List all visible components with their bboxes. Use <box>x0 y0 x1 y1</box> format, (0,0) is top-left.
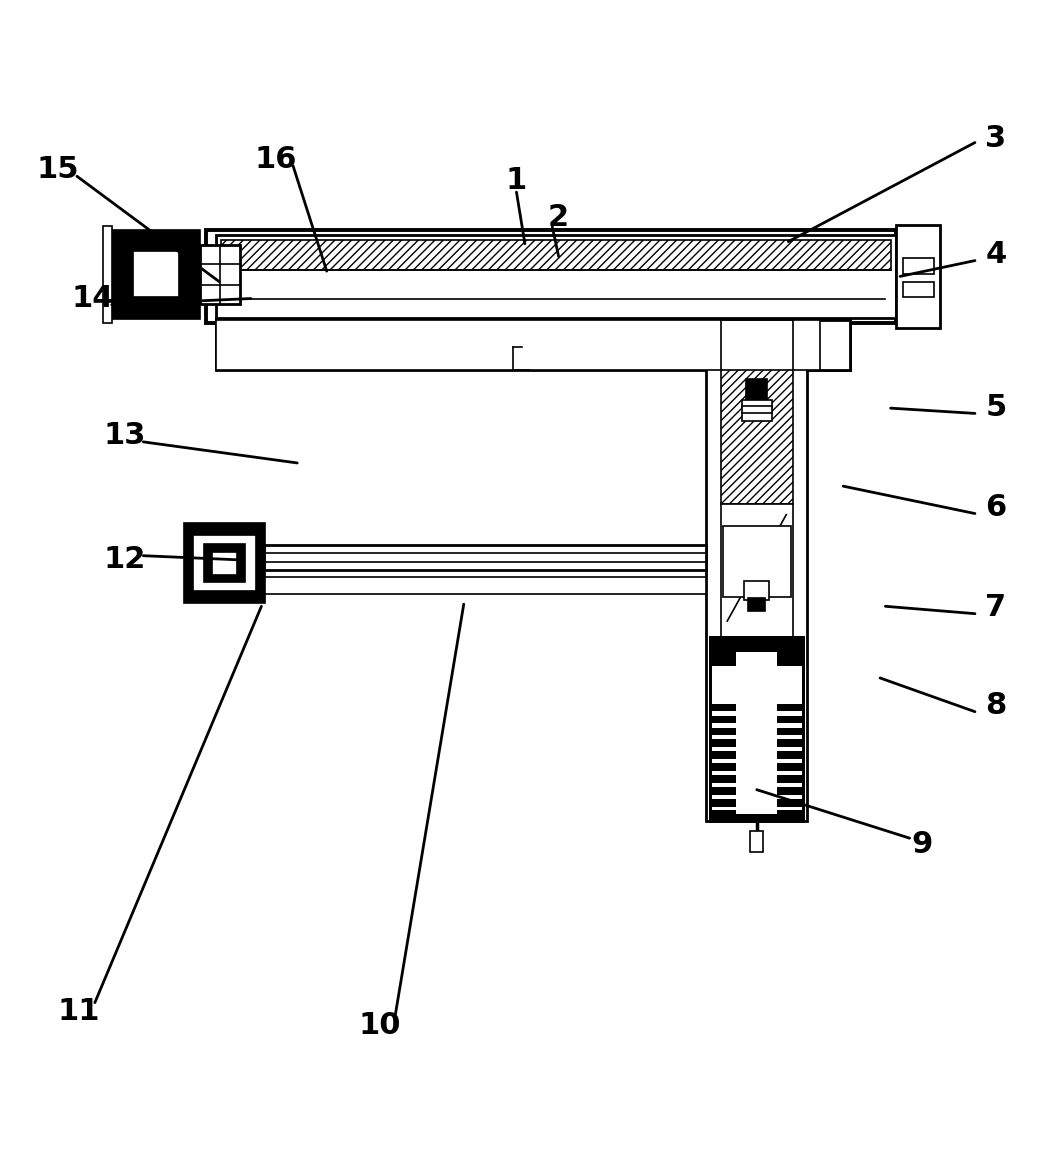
Bar <box>746 379 767 402</box>
Bar <box>710 704 803 711</box>
Text: 11: 11 <box>58 997 100 1026</box>
Bar <box>737 652 777 813</box>
Bar <box>250 576 706 594</box>
Bar <box>750 831 763 852</box>
Text: 16: 16 <box>255 145 297 174</box>
Bar <box>710 810 803 822</box>
Bar <box>807 320 850 371</box>
Bar <box>206 230 896 323</box>
Bar <box>133 251 179 297</box>
Text: 4: 4 <box>985 239 1007 268</box>
Text: 15: 15 <box>37 156 79 185</box>
Bar <box>710 798 803 806</box>
Bar <box>200 245 240 303</box>
Bar <box>744 581 769 600</box>
Bar <box>742 400 772 408</box>
Text: 12: 12 <box>103 545 145 574</box>
Bar <box>723 526 790 597</box>
Bar <box>216 317 850 371</box>
Bar <box>721 320 793 504</box>
Bar <box>710 727 803 736</box>
Text: 13: 13 <box>103 421 145 450</box>
Text: 8: 8 <box>985 691 1007 720</box>
Text: 10: 10 <box>358 1011 401 1040</box>
Text: 14: 14 <box>72 284 114 313</box>
Bar <box>112 230 200 318</box>
Bar <box>710 716 803 724</box>
Bar <box>216 260 240 288</box>
Bar <box>721 320 793 504</box>
Bar <box>103 225 112 323</box>
Bar <box>221 241 891 270</box>
Bar <box>216 320 820 371</box>
Bar <box>212 552 237 575</box>
Text: 9: 9 <box>912 830 933 859</box>
Bar <box>896 224 940 328</box>
Text: 5: 5 <box>985 393 1007 422</box>
Bar <box>710 763 803 770</box>
Bar <box>216 235 896 317</box>
Bar <box>710 752 803 759</box>
Text: 6: 6 <box>985 493 1007 522</box>
Text: 1: 1 <box>506 166 527 195</box>
Bar <box>184 523 265 603</box>
Bar <box>710 739 803 747</box>
Bar <box>203 544 246 582</box>
Bar <box>710 775 803 783</box>
Bar <box>748 598 765 610</box>
Bar <box>742 406 772 421</box>
Bar <box>237 545 265 571</box>
Text: 2: 2 <box>548 203 569 232</box>
Text: 3: 3 <box>985 124 1007 153</box>
Bar <box>237 545 706 571</box>
Bar <box>710 787 803 795</box>
Bar <box>902 258 934 274</box>
Bar <box>902 281 934 297</box>
Bar <box>710 637 803 666</box>
Text: 7: 7 <box>985 593 1007 622</box>
Bar <box>706 320 807 822</box>
Bar <box>710 637 803 822</box>
Bar <box>710 637 803 822</box>
Bar <box>193 535 256 591</box>
Bar <box>721 504 793 637</box>
